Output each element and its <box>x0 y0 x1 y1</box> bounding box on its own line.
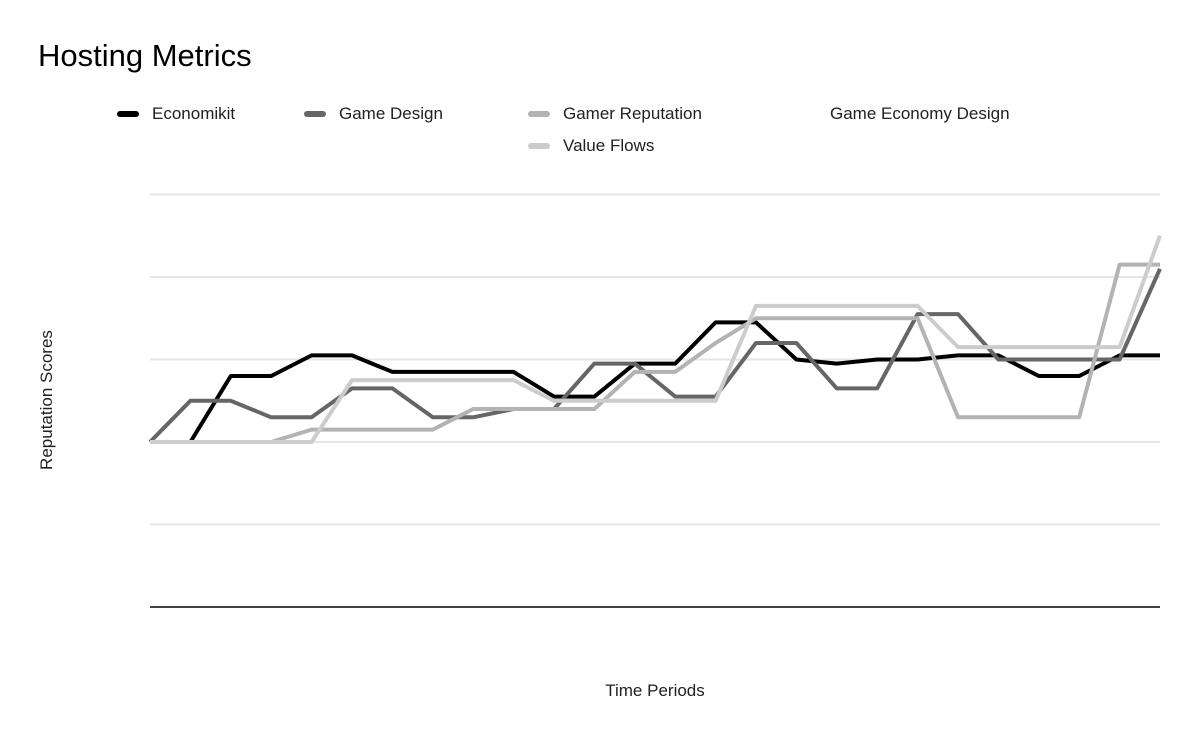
legend-swatch-game-economy-design <box>795 111 817 117</box>
legend-swatch-gamer-reputation <box>528 111 550 117</box>
y-axis-title: Reputation Scores <box>37 330 56 470</box>
legend-label: Gamer Reputation <box>563 104 702 123</box>
legend-item-game-design[interactable]: Game Design <box>304 104 443 124</box>
legend-item-economikit[interactable]: Economikit <box>117 104 235 124</box>
legend-label: Game Economy Design <box>830 104 1010 123</box>
legend-swatch-value-flows <box>528 143 550 149</box>
x-axis-title: Time Periods <box>605 681 705 700</box>
legend-label: Economikit <box>152 104 236 123</box>
legend-item-value-flows[interactable]: Value Flows <box>528 136 654 156</box>
series-line-economikit <box>150 320 1160 444</box>
legend-swatch-game-design <box>304 111 326 117</box>
legend-item-game-economy-design[interactable]: Game Economy Design <box>795 104 1010 124</box>
legend-label: Game Design <box>339 104 443 123</box>
legend-swatch-economikit <box>117 111 139 117</box>
chart-title: Hosting Metrics <box>38 38 252 73</box>
legend-label: Value Flows <box>563 136 655 155</box>
series-line-game-design <box>148 267 1162 444</box>
legend-item-gamer-reputation[interactable]: Gamer Reputation <box>528 104 702 124</box>
series-line-value-flows <box>150 235 1162 444</box>
